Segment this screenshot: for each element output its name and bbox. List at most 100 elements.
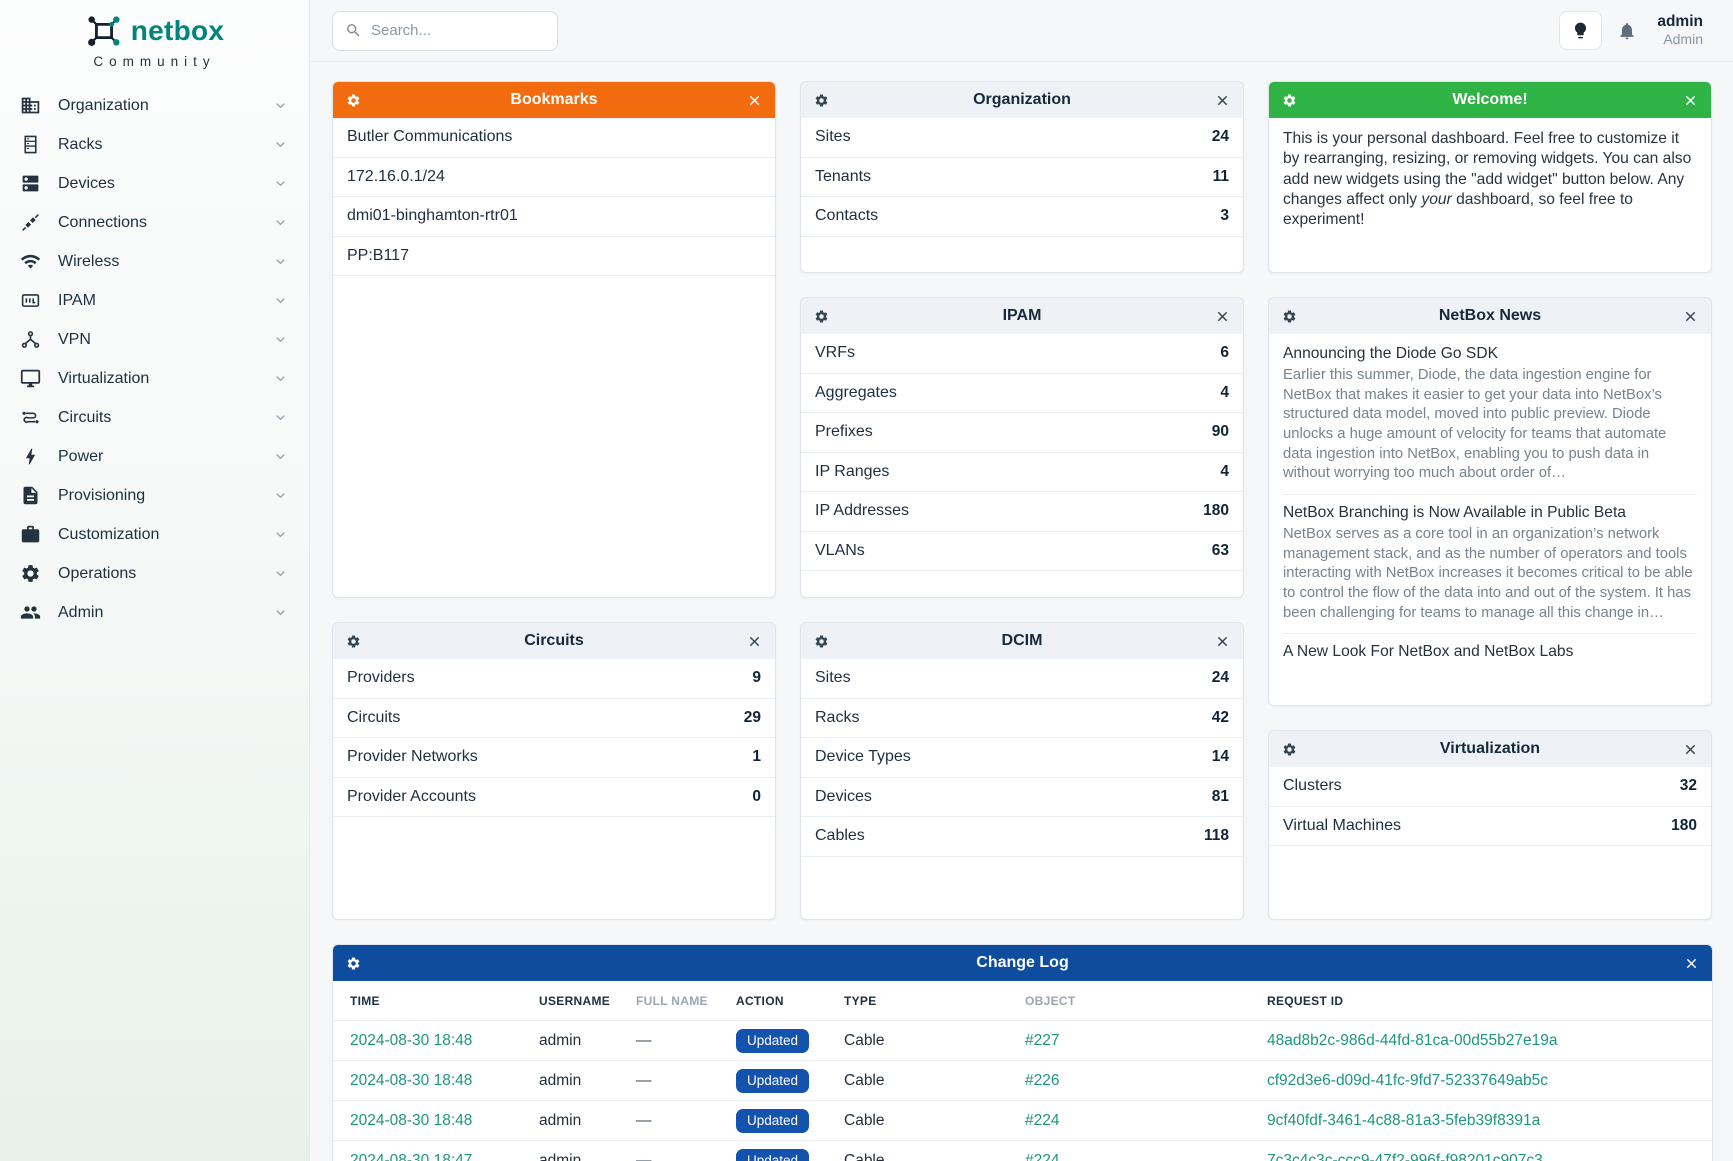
notifications-button[interactable] [1617,21,1637,41]
action-badge[interactable]: Updated [736,1068,810,1093]
sidebar-item-wireless[interactable]: Wireless [0,242,309,281]
gear-icon[interactable] [1282,742,1297,757]
cell-request_id-link[interactable]: cf92d3e6-d09d-41fc-9fd7-52337649ab5c [1267,1071,1548,1089]
sidebar-item-provisioning[interactable]: Provisioning [0,476,309,515]
sidebar-item-admin[interactable]: Admin [0,593,309,632]
stat-label-link[interactable]: Contacts [815,207,879,225]
sidebar-item-operations[interactable]: Operations [0,554,309,593]
action-badge[interactable]: Updated [736,1108,810,1133]
bookmarks-widget-header[interactable]: Bookmarks [333,82,775,118]
column-header-username[interactable]: USERNAME [539,993,611,1008]
sidebar-item-vpn[interactable]: VPN [0,320,309,359]
close-icon[interactable] [1215,309,1230,324]
cell-time-link[interactable]: 2024-08-30 18:48 [350,1111,473,1129]
stat-label-link[interactable]: Cables [815,827,865,845]
gear-icon[interactable] [346,956,361,971]
column-header-request_id[interactable]: REQUEST ID [1267,993,1344,1008]
stat-label-link[interactable]: Devices [815,787,872,805]
bookmark-link[interactable]: dmi01-binghamton-rtr01 [347,207,518,225]
cell-time-link[interactable]: 2024-08-30 18:47 [350,1151,473,1161]
sidebar-item-virtualization[interactable]: Virtualization [0,359,309,398]
user-menu[interactable]: admin Admin [1657,13,1703,48]
news-item-title[interactable]: NetBox Branching is Now Available in Pub… [1283,504,1626,522]
change-log-widget-header[interactable]: Change Log [333,945,1712,981]
cell-request_id-link[interactable]: 48ad8b2c-986d-44fd-81ca-00d55b27e19a [1267,1031,1558,1049]
cell-time-link[interactable]: 2024-08-30 18:48 [350,1071,473,1089]
cell-request_id-link[interactable]: 7c3c4c3c-ccc9-47f2-996f-f98201c907c3 [1267,1151,1543,1161]
sidebar-item-power[interactable]: Power [0,437,309,476]
column-header-action[interactable]: ACTION [736,993,784,1008]
virtualization-widget-header[interactable]: Virtualization [1269,731,1711,767]
stat-label-link[interactable]: Virtual Machines [1283,816,1401,834]
sidebar-item-racks[interactable]: Racks [0,125,309,164]
chevron-down-icon [273,332,288,347]
news-item-title[interactable]: Announcing the Diode Go SDK [1283,345,1498,362]
stat-label-link[interactable]: Provider Accounts [347,787,476,805]
welcome-widget-header[interactable]: Welcome! [1269,82,1711,118]
news-item-title[interactable]: A New Look For NetBox and NetBox Labs [1283,643,1574,661]
cell-time-link[interactable]: 2024-08-30 18:48 [350,1031,473,1049]
search-box[interactable] [332,10,558,51]
stat-label-link[interactable]: Racks [815,708,860,726]
ipam-widget-header[interactable]: IPAM [801,298,1243,334]
organization-widget-header[interactable]: Organization [801,82,1243,118]
sidebar-item-organization[interactable]: Organization [0,86,309,125]
stat-label-link[interactable]: IP Ranges [815,462,890,480]
circuits-widget-header[interactable]: Circuits [333,623,775,659]
close-icon[interactable] [747,634,762,649]
column-header-object[interactable]: OBJECT [1025,993,1076,1008]
close-icon[interactable] [1215,93,1230,108]
stat-label-link[interactable]: VLANs [815,541,865,559]
stat-label-link[interactable]: Tenants [815,167,872,185]
gear-icon[interactable] [1282,93,1297,108]
stat-label-link[interactable]: Sites [815,669,851,687]
action-badge[interactable]: Updated [736,1148,810,1161]
stat-label-link[interactable]: Prefixes [815,423,873,441]
sidebar-item-devices[interactable]: Devices [0,164,309,203]
gear-icon[interactable] [346,634,361,649]
cell-object-link[interactable]: #226 [1025,1071,1060,1089]
column-header-time[interactable]: TIME [350,993,380,1008]
action-badge[interactable]: Updated [736,1028,810,1053]
cell-object-link[interactable]: #227 [1025,1031,1060,1049]
cell-object-link[interactable]: #224 [1025,1111,1060,1129]
search-input[interactable] [371,22,545,39]
column-header-full_name[interactable]: FULL NAME [636,993,708,1008]
gear-icon[interactable] [814,93,829,108]
stat-label-link[interactable]: Provider Networks [347,748,478,766]
close-icon[interactable] [1683,309,1698,324]
column-header-type[interactable]: TYPE [844,993,877,1008]
close-icon[interactable] [1683,93,1698,108]
cell-request_id-link[interactable]: 9cf40fdf-3461-4c88-81a3-5feb39f8391a [1267,1111,1541,1129]
stat-label-link[interactable]: Circuits [347,708,401,726]
stat-label-link[interactable]: VRFs [815,344,855,362]
bookmark-link[interactable]: 172.16.0.1/24 [347,167,445,185]
gear-icon[interactable] [1282,309,1297,324]
sidebar-item-ipam[interactable]: IPAM [0,281,309,320]
stat-label-link[interactable]: Sites [815,128,851,146]
bookmark-link[interactable]: Butler Communications [347,128,513,146]
stat-label-link[interactable]: Device Types [815,748,911,766]
sidebar-item-circuits[interactable]: Circuits [0,398,309,437]
gear-icon[interactable] [814,634,829,649]
theme-toggle-button[interactable] [1559,11,1603,50]
gear-icon[interactable] [814,309,829,324]
cell-object-link[interactable]: #224 [1025,1151,1060,1161]
bookmark-link[interactable]: PP:B117 [347,246,409,264]
stat-label-link[interactable]: IP Addresses [815,502,909,520]
brand[interactable]: netbox Community [0,0,309,69]
stat-label-link[interactable]: Providers [347,669,415,687]
stat-label-link[interactable]: Clusters [1283,777,1342,795]
stat-label-link[interactable]: Aggregates [815,383,897,401]
close-icon[interactable] [747,93,762,108]
stat-row: VRFs 6 [801,334,1243,374]
close-icon[interactable] [1215,634,1230,649]
close-icon[interactable] [1684,956,1699,971]
gear-icon[interactable] [346,93,361,108]
sidebar-item-customization[interactable]: Customization [0,515,309,554]
ipam-stats: VRFs 6 Aggregates 4 Prefixes 90 IP Range… [801,334,1243,597]
close-icon[interactable] [1683,742,1698,757]
news-widget-header[interactable]: NetBox News [1269,298,1711,334]
dcim-widget-header[interactable]: DCIM [801,623,1243,659]
sidebar-item-connections[interactable]: Connections [0,203,309,242]
